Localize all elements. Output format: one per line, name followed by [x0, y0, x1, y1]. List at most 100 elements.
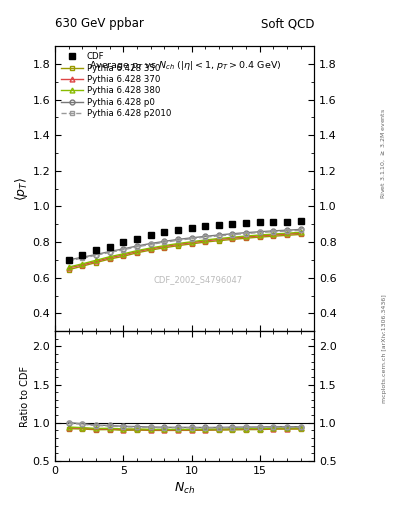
- Pythia 6.428 p2010: [94, 252, 98, 259]
- Pythia 6.428 380: [94, 257, 98, 263]
- Pythia 6.428 350: [80, 263, 84, 269]
- Pythia 6.428 p2010: [80, 255, 84, 261]
- Pythia 6.428 370: [148, 246, 153, 252]
- Pythia 6.428 380: [189, 239, 194, 245]
- Pythia 6.428 380: [257, 232, 262, 238]
- CDF: [257, 220, 262, 226]
- Text: CDF_2002_S4796047: CDF_2002_S4796047: [153, 275, 242, 284]
- Pythia 6.428 p0: [217, 232, 221, 238]
- Pythia 6.428 380: [134, 248, 139, 254]
- Pythia 6.428 p0: [80, 254, 84, 260]
- Pythia 6.428 370: [203, 238, 208, 244]
- Line: Pythia 6.428 p0: Pythia 6.428 p0: [66, 227, 303, 262]
- Pythia 6.428 p0: [176, 237, 180, 243]
- Pythia 6.428 350: [203, 239, 208, 245]
- Pythia 6.428 370: [257, 233, 262, 239]
- Pythia 6.428 350: [271, 233, 276, 239]
- CDF: [66, 257, 71, 263]
- CDF: [298, 218, 303, 224]
- Pythia 6.428 p0: [66, 257, 71, 263]
- Pythia 6.428 370: [80, 262, 84, 268]
- Pythia 6.428 380: [162, 243, 167, 249]
- CDF: [121, 239, 126, 245]
- Pythia 6.428 370: [162, 244, 167, 250]
- Pythia 6.428 380: [298, 229, 303, 236]
- Pythia 6.428 380: [121, 251, 126, 257]
- Pythia 6.428 p0: [107, 248, 112, 254]
- Pythia 6.428 370: [121, 252, 126, 258]
- Pythia 6.428 p2010: [66, 258, 71, 264]
- Pythia 6.428 p0: [203, 233, 208, 240]
- Text: Average $p_T$ vs $N_{ch}$ ($|\eta| < 1$, $p_T > 0.4$ GeV): Average $p_T$ vs $N_{ch}$ ($|\eta| < 1$,…: [88, 59, 281, 72]
- Pythia 6.428 380: [217, 236, 221, 242]
- CDF: [94, 247, 98, 253]
- Pythia 6.428 p0: [94, 251, 98, 258]
- Pythia 6.428 370: [66, 265, 71, 271]
- Pythia 6.428 350: [94, 260, 98, 266]
- CDF: [162, 229, 167, 236]
- Pythia 6.428 370: [217, 237, 221, 243]
- Pythia 6.428 p0: [121, 246, 126, 252]
- Line: Pythia 6.428 370: Pythia 6.428 370: [66, 231, 303, 270]
- Pythia 6.428 p0: [162, 238, 167, 244]
- CDF: [80, 252, 84, 259]
- Pythia 6.428 p0: [189, 234, 194, 241]
- Pythia 6.428 380: [148, 245, 153, 251]
- CDF: [189, 225, 194, 231]
- Y-axis label: $\langle p_T \rangle$: $\langle p_T \rangle$: [13, 177, 29, 201]
- Pythia 6.428 380: [176, 241, 180, 247]
- CDF: [244, 220, 248, 226]
- Pythia 6.428 370: [134, 248, 139, 254]
- Pythia 6.428 p2010: [230, 231, 235, 238]
- Legend: CDF, Pythia 6.428 350, Pythia 6.428 370, Pythia 6.428 380, Pythia 6.428 p0, Pyth: CDF, Pythia 6.428 350, Pythia 6.428 370,…: [59, 50, 173, 120]
- Text: 630 GeV ppbar: 630 GeV ppbar: [55, 17, 144, 30]
- X-axis label: $N_{ch}$: $N_{ch}$: [174, 481, 195, 496]
- Pythia 6.428 350: [189, 241, 194, 247]
- Pythia 6.428 350: [217, 238, 221, 244]
- Pythia 6.428 350: [134, 250, 139, 256]
- Pythia 6.428 380: [80, 261, 84, 267]
- Text: Soft QCD: Soft QCD: [261, 17, 314, 30]
- Pythia 6.428 370: [230, 235, 235, 241]
- Pythia 6.428 p0: [148, 241, 153, 247]
- Pythia 6.428 350: [230, 237, 235, 243]
- Line: Pythia 6.428 350: Pythia 6.428 350: [66, 232, 303, 272]
- CDF: [203, 223, 208, 229]
- Pythia 6.428 p0: [285, 227, 290, 233]
- Pythia 6.428 370: [176, 241, 180, 247]
- CDF: [107, 244, 112, 250]
- Pythia 6.428 370: [107, 254, 112, 261]
- Pythia 6.428 p0: [298, 226, 303, 232]
- Pythia 6.428 p2010: [121, 247, 126, 253]
- Pythia 6.428 350: [162, 245, 167, 251]
- Pythia 6.428 350: [148, 247, 153, 253]
- CDF: [285, 219, 290, 225]
- Pythia 6.428 370: [271, 232, 276, 238]
- Pythia 6.428 p2010: [257, 229, 262, 236]
- Pythia 6.428 p2010: [244, 230, 248, 237]
- Pythia 6.428 p2010: [298, 227, 303, 233]
- Pythia 6.428 350: [298, 231, 303, 238]
- Pythia 6.428 380: [271, 231, 276, 237]
- Pythia 6.428 380: [66, 264, 71, 270]
- Line: Pythia 6.428 p2010: Pythia 6.428 p2010: [66, 228, 303, 263]
- Pythia 6.428 370: [94, 258, 98, 264]
- Line: Pythia 6.428 380: Pythia 6.428 380: [66, 230, 303, 269]
- Pythia 6.428 380: [244, 233, 248, 239]
- CDF: [217, 222, 221, 228]
- Pythia 6.428 p0: [134, 243, 139, 249]
- Pythia 6.428 p2010: [148, 241, 153, 247]
- CDF: [176, 227, 180, 233]
- CDF: [271, 220, 276, 226]
- Pythia 6.428 350: [285, 232, 290, 239]
- Pythia 6.428 350: [107, 256, 112, 262]
- Pythia 6.428 p0: [230, 230, 235, 237]
- Pythia 6.428 p2010: [107, 249, 112, 255]
- Pythia 6.428 350: [66, 267, 71, 273]
- Pythia 6.428 p0: [257, 229, 262, 235]
- Text: mcplots.cern.ch [arXiv:1306.3436]: mcplots.cern.ch [arXiv:1306.3436]: [382, 294, 387, 402]
- Pythia 6.428 p0: [271, 228, 276, 234]
- Pythia 6.428 350: [244, 235, 248, 241]
- Pythia 6.428 p2010: [217, 233, 221, 239]
- Pythia 6.428 370: [189, 240, 194, 246]
